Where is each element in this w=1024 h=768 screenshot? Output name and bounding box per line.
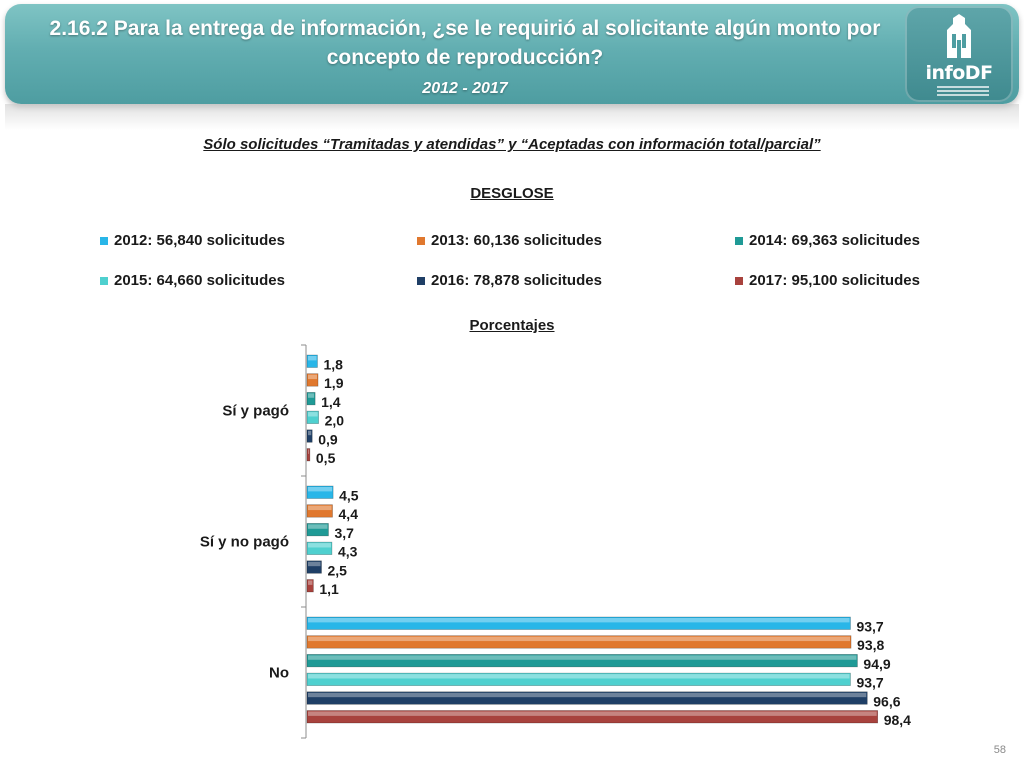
page-number: 58: [993, 744, 1006, 756]
logo-text: infoDF: [925, 62, 993, 84]
data-label: 0,9: [318, 431, 338, 447]
infodf-logo: infoDF: [905, 6, 1013, 102]
legend-swatch: [735, 236, 743, 245]
logo-subtext-lines: [937, 86, 989, 98]
bar: [306, 523, 329, 537]
category-label: No: [269, 665, 289, 682]
bar-highlight: [308, 487, 333, 492]
bar: [306, 392, 316, 406]
bar: [306, 672, 851, 686]
legend-item: 2015: 64,660 solicitudes: [100, 272, 285, 289]
header-shadow: [5, 104, 1019, 130]
bar-highlight: [308, 692, 867, 698]
bar-highlight: [308, 430, 312, 436]
bar-highlight: [308, 449, 309, 454]
bar-highlight: [308, 374, 318, 380]
bar: [306, 429, 313, 443]
bar-highlight: [308, 356, 317, 361]
bar-highlight: [308, 393, 315, 398]
bar-highlight: [308, 674, 850, 679]
data-label: 93,7: [856, 675, 883, 691]
bar-highlight: [308, 711, 877, 716]
bar-highlight: [308, 580, 313, 585]
data-label: 1,1: [319, 581, 339, 597]
data-label: 0,5: [316, 450, 336, 466]
bar-highlight: [308, 561, 321, 567]
data-label: 1,8: [323, 357, 343, 373]
bar-highlight: [308, 636, 851, 642]
data-label: 4,4: [339, 506, 359, 522]
data-label: 2,5: [328, 562, 348, 578]
bar: [306, 504, 333, 518]
bar: [306, 354, 318, 368]
category-label: Sí y no pagó: [200, 534, 289, 551]
bar: [306, 710, 879, 724]
legend-label: 2015: 64,660 solicitudes: [114, 272, 285, 289]
bar-highlight: [308, 543, 331, 548]
bar: [306, 560, 322, 574]
bar: [306, 579, 314, 593]
bar: [306, 373, 319, 387]
page-title: 2.16.2 Para la entrega de información, ¿…: [49, 17, 881, 69]
bar: [306, 616, 851, 630]
legend-swatch: [100, 276, 108, 285]
bar: [306, 485, 334, 499]
bar-highlight: [308, 655, 857, 660]
legend-swatch: [735, 276, 743, 285]
legend-swatch: [417, 276, 425, 285]
legend-label: 2012: 56,840 solicitudes: [114, 232, 285, 249]
bar-highlight: [308, 618, 850, 623]
legend-label: 2017: 95,100 solicitudes: [749, 272, 920, 289]
data-label: 96,6: [873, 693, 900, 709]
bar: [306, 691, 868, 705]
bar: [306, 541, 333, 555]
data-label: 3,7: [334, 525, 354, 541]
bar-highlight: [308, 505, 332, 511]
chart-subtitle: Sólo solicitudes “Tramitadas y atendidas…: [203, 136, 821, 153]
data-label: 93,8: [857, 637, 884, 653]
chart-legend: 2012: 56,840 solicitudes 2013: 60,136 sol…: [0, 232, 1024, 296]
legend-label: 2013: 60,136 solicitudes: [431, 232, 602, 249]
legend-item: 2014: 69,363 solicitudes: [735, 232, 920, 249]
period-label: 2012 - 2017: [422, 80, 508, 97]
legend-item: 2012: 56,840 solicitudes: [100, 232, 285, 249]
data-label: 98,4: [884, 712, 911, 728]
bar: [306, 410, 319, 424]
legend-label: 2016: 78,878 solicitudes: [431, 272, 602, 289]
legend-item: 2013: 60,136 solicitudes: [417, 232, 602, 249]
data-label: 2,0: [325, 413, 345, 429]
bar: [306, 448, 311, 462]
legend-swatch: [417, 236, 425, 245]
data-label: 93,7: [856, 619, 883, 635]
data-label: 1,4: [321, 394, 341, 410]
data-label: 94,9: [863, 656, 890, 672]
building-icon: [947, 14, 971, 58]
units-label: Porcentajes: [469, 317, 555, 334]
bar: [306, 635, 852, 649]
bar-highlight: [308, 412, 318, 417]
data-label: 4,5: [339, 488, 359, 504]
header-banner: 2.16.2 Para la entrega de información, ¿…: [5, 4, 1019, 104]
data-label: 4,3: [338, 544, 358, 560]
legend-item: 2017: 95,100 solicitudes: [735, 272, 920, 289]
legend-label: 2014: 69,363 solicitudes: [749, 232, 920, 249]
legend-item: 2016: 78,878 solicitudes: [417, 272, 602, 289]
bar-highlight: [308, 524, 328, 529]
legend-swatch: [100, 236, 108, 245]
section-label: DESGLOSE: [470, 185, 554, 202]
data-label: 1,9: [324, 375, 344, 391]
category-label: Sí y pagó: [222, 403, 289, 420]
bar: [306, 654, 858, 668]
